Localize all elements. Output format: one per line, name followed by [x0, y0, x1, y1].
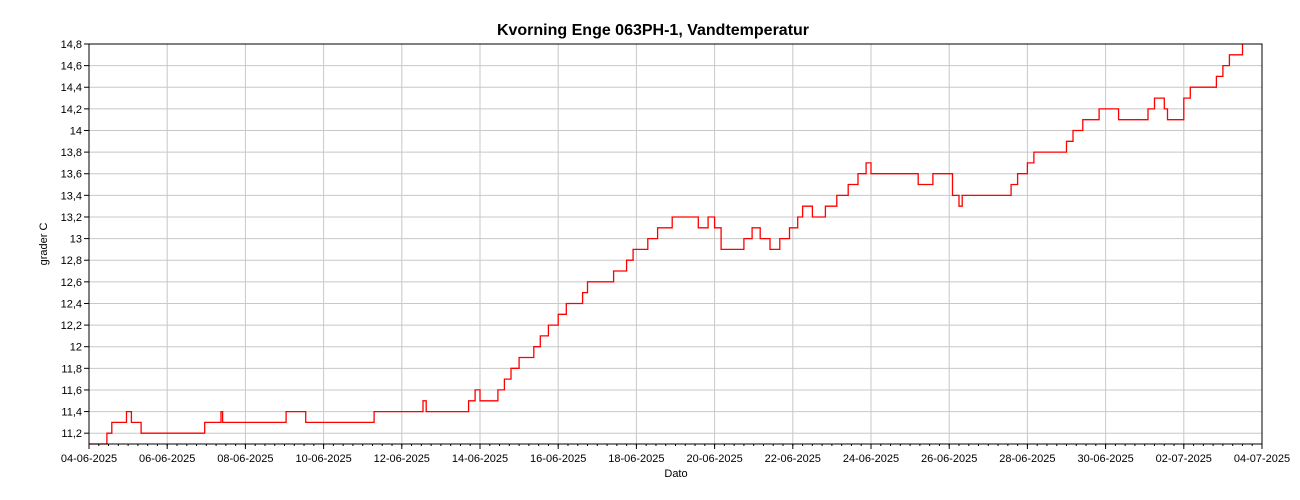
axes: [84, 43, 1263, 449]
y-tick-label: 14: [70, 125, 82, 137]
y-tick-label: 14,2: [61, 104, 82, 116]
x-tick-label: 20-06-2025: [686, 453, 742, 465]
x-tick-label: 22-06-2025: [765, 453, 821, 465]
grid: [88, 43, 1263, 444]
y-tick-label: 13,4: [61, 190, 82, 202]
x-tick-label: 04-07-2025: [1234, 453, 1290, 465]
y-tick-label: 14,4: [61, 82, 82, 94]
x-tick-label: 08-06-2025: [217, 453, 273, 465]
y-tick-label: 12,6: [61, 277, 82, 289]
chart-title: Kvorning Enge 063PH-1, Vandtemperatur: [497, 22, 809, 39]
y-tick-label: 14,6: [61, 61, 82, 73]
x-tick-label: 18-06-2025: [608, 453, 664, 465]
y-tick-label: 13,8: [61, 147, 82, 159]
series-line: [89, 44, 1244, 445]
y-tick-label: 11,6: [61, 385, 82, 397]
y-tick-label: 13,6: [61, 169, 82, 181]
x-tick-label: 12-06-2025: [374, 453, 430, 465]
y-axis-ticks: 11,2 11,4 11,6 11,8 12 12,2 12,4 12,6 12,8 13 13,2…: [61, 39, 82, 440]
x-tick-label: 16-06-2025: [530, 453, 586, 465]
y-tick-label: 13,2: [61, 212, 82, 224]
series-layer: [89, 44, 1244, 445]
x-tick-label: 26-06-2025: [921, 453, 977, 465]
y-tick-label: 12,4: [61, 298, 82, 310]
y-axis-label: grader C: [38, 223, 50, 266]
x-tick-label: 30-06-2025: [1077, 453, 1133, 465]
y-tick-label: 12,2: [61, 320, 82, 332]
x-tick-label: 10-06-2025: [295, 453, 351, 465]
x-tick-label: 02-07-2025: [1156, 453, 1212, 465]
y-tick-label: 14,8: [61, 39, 82, 51]
x-tick-label: 14-06-2025: [452, 453, 508, 465]
plot-frame: [88, 43, 1263, 445]
y-tick-label: 11,4: [61, 407, 82, 419]
y-tick-label: 11,2: [61, 428, 82, 440]
x-tick-label: 06-06-2025: [139, 453, 195, 465]
x-tick-label: 28-06-2025: [999, 453, 1055, 465]
x-axis-ticks: 04-06-2025 06-06-2025 08-06-2025 10-06-2025…: [61, 453, 1290, 465]
y-tick-label: 11,8: [61, 363, 82, 375]
y-tick-label: 12: [70, 342, 82, 354]
x-axis-label: Dato: [664, 468, 687, 480]
y-tick-label: 13: [70, 234, 82, 246]
x-tick-label: 04-06-2025: [61, 453, 117, 465]
y-tick-label: 12,8: [61, 255, 82, 267]
x-tick-label: 24-06-2025: [843, 453, 899, 465]
